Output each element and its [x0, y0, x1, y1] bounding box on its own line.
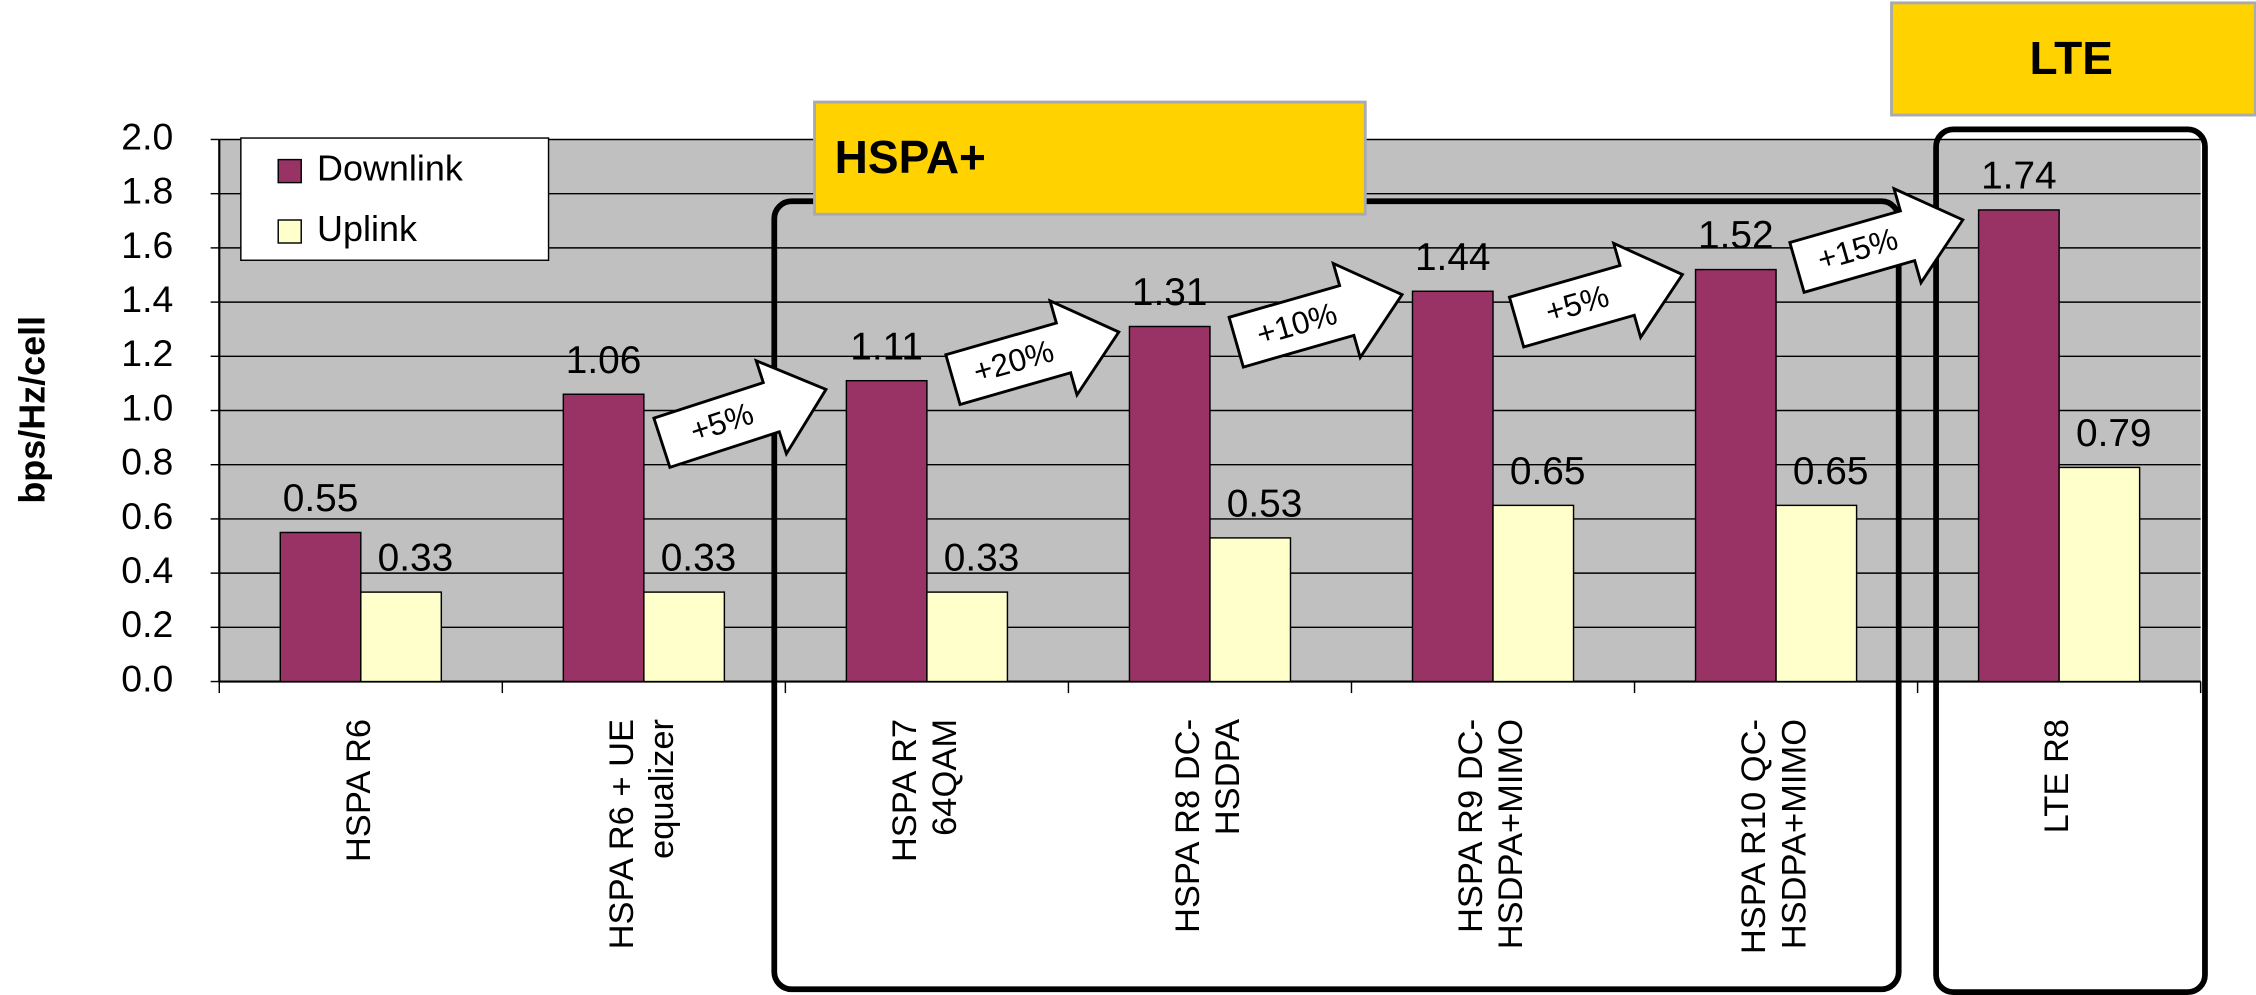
y-tick-label: 0.0 — [121, 657, 173, 699]
group-label: HSPA+ — [835, 131, 986, 183]
y-tick-label: 1.2 — [121, 332, 173, 374]
x-tick-label: HSPA R6 — [340, 719, 378, 862]
group-banner — [1890, 1, 2256, 117]
data-label: 0.33 — [944, 537, 1020, 580]
x-tick-label: HSPA R10 QC- — [1735, 719, 1773, 954]
arrow-shape — [652, 358, 829, 470]
data-label: 0.53 — [1227, 483, 1303, 526]
x-tick-label: HSPA R8 DC- — [1169, 719, 1207, 933]
x-tick-label: HSPA R7 — [886, 719, 924, 862]
bar — [1209, 537, 1292, 683]
x-tick-label: HSDPA+MIMO — [1775, 719, 1813, 949]
data-label: 1.11 — [850, 325, 923, 368]
y-tick-label: 0.2 — [121, 603, 173, 645]
bar — [360, 591, 443, 683]
arrow-shape — [944, 298, 1121, 407]
x-tick-label: equalizer — [643, 719, 681, 859]
data-label: 1.74 — [1981, 155, 2057, 198]
arrow: +5% — [1507, 240, 1685, 349]
arrow-shape — [1788, 186, 1965, 295]
bar — [1492, 504, 1575, 683]
bar — [845, 379, 928, 683]
data-label: 1.31 — [1132, 271, 1208, 314]
bar — [279, 531, 362, 683]
x-tick-label: HSDPA+MIMO — [1492, 719, 1530, 949]
arrow-shape — [1227, 260, 1405, 369]
arrow-shape — [1507, 240, 1685, 349]
arrow: +20% — [944, 298, 1121, 407]
y-axis-label: bps/Hz/cell — [12, 316, 53, 504]
bar — [1411, 290, 1494, 683]
data-label: 0.65 — [1510, 450, 1586, 493]
legend-label: Uplink — [317, 208, 418, 249]
data-label: 0.79 — [2076, 412, 2152, 455]
legend-swatch — [277, 219, 302, 244]
y-tick-label: 1.0 — [121, 386, 173, 428]
group-label: LTE — [2030, 32, 2113, 84]
bar — [2058, 466, 2141, 683]
legend-swatch — [277, 158, 302, 184]
data-label: 1.52 — [1698, 214, 1774, 257]
data-label: 0.33 — [378, 537, 454, 580]
group-frame — [1933, 126, 2208, 995]
y-tick-label: 1.4 — [121, 278, 173, 320]
x-tick-label: HSDPA — [1209, 719, 1247, 835]
bar — [1128, 325, 1211, 683]
y-tick-label: 0.8 — [121, 441, 173, 483]
data-label: 1.44 — [1415, 236, 1491, 279]
bar — [1775, 504, 1858, 683]
x-tick-label: HSPA R9 DC- — [1452, 719, 1490, 933]
bar — [562, 393, 645, 683]
x-tick-label: HSPA R6 + UE — [603, 719, 641, 949]
legend-label: Downlink — [317, 148, 464, 189]
y-tick-label: 1.8 — [121, 170, 173, 212]
group-banner — [813, 100, 1367, 216]
data-label: 1.06 — [566, 339, 642, 382]
data-label: 0.55 — [283, 477, 359, 520]
data-label: 0.33 — [661, 537, 737, 580]
bar — [926, 591, 1009, 683]
bar — [1694, 268, 1777, 683]
x-tick-label: 64QAM — [926, 719, 964, 836]
bar — [1977, 209, 2060, 683]
bar — [643, 591, 726, 683]
data-label: 0.65 — [1793, 450, 1869, 493]
x-tick-label: LTE R8 — [2038, 719, 2076, 833]
arrow: +5% — [652, 358, 829, 470]
y-tick-label: 2.0 — [121, 115, 173, 157]
y-tick-label: 0.6 — [121, 495, 173, 537]
y-tick-label: 0.4 — [121, 549, 173, 591]
y-tick-label: 1.6 — [121, 224, 173, 266]
